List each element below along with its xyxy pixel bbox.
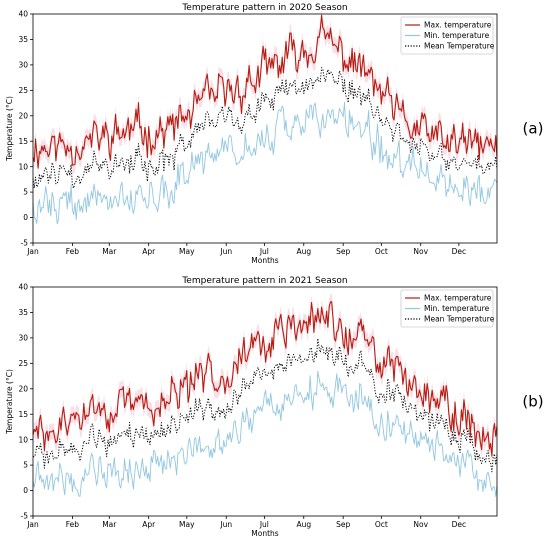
y-tick-label: 20 (18, 111, 28, 120)
x-tick-label: Jun (219, 247, 232, 256)
x-tick-label: Apr (142, 247, 156, 256)
series-line-max-temperature (32, 14, 498, 169)
y-tick-label: -5 (21, 512, 29, 521)
y-tick-label: 30 (18, 333, 28, 342)
x-axis-label: Months (251, 529, 279, 538)
legend-label: Mean Temperature (424, 42, 495, 51)
chart-panel-1: -5 0 5 10 15 20 25 30 35 40 Jan Feb Mar Apr May Jun Jul A… (5, 3, 543, 265)
x-tick-label: Mar (102, 247, 117, 256)
x-tick-label: Nov (413, 520, 428, 529)
y-tick-label: 40 (18, 283, 28, 292)
legend-label: Max. temperature (424, 294, 492, 303)
x-tick-label: May (179, 520, 195, 529)
y-tick-label: 10 (18, 162, 28, 171)
x-tick-label: Nov (413, 247, 428, 256)
y-tick-label: 20 (18, 384, 28, 393)
chart-title: Temperature pattern in 2020 Season (181, 3, 347, 13)
x-tick-label: May (179, 247, 195, 256)
y-tick-label: 35 (18, 35, 28, 44)
y-tick-label: 15 (18, 137, 28, 146)
x-tick-label: Jan (26, 247, 39, 256)
x-tick-label: Sep (336, 247, 350, 256)
x-axis-label: Months (251, 256, 279, 265)
chart-panel-2: -5 0 5 10 15 20 25 30 35 40 Jan Feb Mar Apr May Jun Jul A… (5, 276, 544, 538)
y-tick-label: 0 (23, 486, 28, 495)
series-line-mean-temperature (32, 67, 498, 189)
plot-frame (32, 13, 498, 244)
legend-box (400, 289, 494, 328)
y-tick-label: 40 (18, 10, 28, 19)
x-tick-label: Feb (66, 520, 80, 529)
y-tick-label: -5 (21, 239, 29, 248)
series-line-min-temperature (32, 101, 498, 225)
y-tick-label: 30 (18, 60, 28, 69)
chart-title: Temperature pattern in 2021 Season (181, 276, 347, 286)
series-line-min-temperature (32, 370, 498, 497)
y-tick-label: 25 (18, 359, 28, 368)
legend-label: Mean Temperature (424, 315, 495, 324)
y-axis-label: Temperature (°C) (5, 96, 14, 162)
y-tick-label: 5 (23, 461, 28, 470)
x-tick-label: Apr (142, 520, 156, 529)
y-tick-label: 35 (18, 308, 28, 317)
y-tick-label: 5 (23, 188, 28, 197)
max-uncertainty-band (33, 293, 497, 465)
x-tick-label: Jul (259, 520, 269, 529)
y-tick-label: 25 (18, 86, 28, 95)
series-line-mean-temperature (32, 337, 498, 473)
y-tick-label: 0 (23, 213, 28, 222)
legend-label: Min. temperature (424, 304, 490, 313)
panel-label: (a) (523, 120, 544, 138)
plot-frame (32, 286, 498, 517)
x-tick-label: Aug (296, 520, 311, 529)
x-tick-label: Jul (259, 247, 269, 256)
legend-label: Max. temperature (424, 21, 492, 30)
x-tick-label: Oct (375, 520, 388, 529)
x-tick-label: Jan (26, 520, 39, 529)
x-tick-label: Feb (66, 247, 80, 256)
panel-label: (b) (522, 393, 543, 411)
x-tick-label: Aug (296, 247, 311, 256)
series-line-max-temperature (32, 301, 498, 457)
x-tick-label: Oct (375, 247, 388, 256)
y-tick-label: 15 (18, 410, 28, 419)
y-tick-label: 10 (18, 435, 28, 444)
x-tick-label: Jun (219, 520, 232, 529)
legend-label: Min. temperature (424, 31, 490, 40)
legend-box (400, 16, 494, 55)
y-axis-label: Temperature (°C) (5, 369, 14, 435)
x-tick-label: Mar (102, 520, 117, 529)
x-tick-label: Sep (336, 520, 350, 529)
x-tick-label: Dec (452, 520, 467, 529)
x-tick-label: Dec (452, 247, 467, 256)
